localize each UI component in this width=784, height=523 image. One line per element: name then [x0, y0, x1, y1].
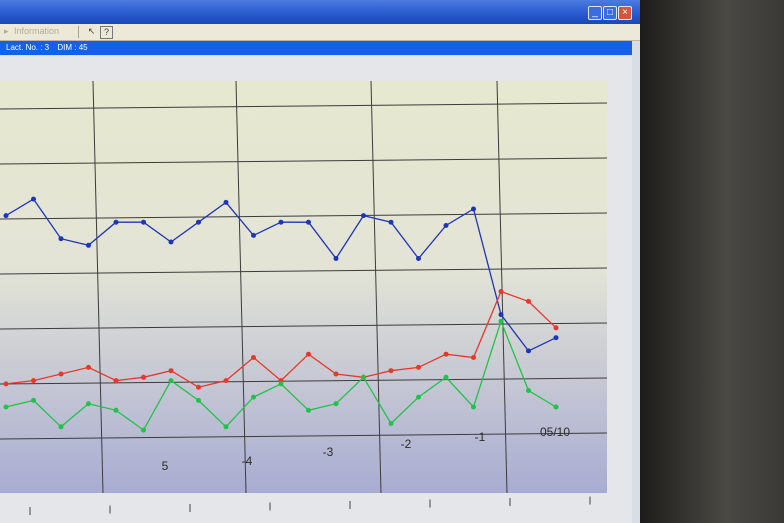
green-data-point [223, 424, 229, 430]
red-data-point [526, 298, 531, 304]
green-data-point [113, 407, 119, 413]
horizontal-gridline [0, 377, 608, 385]
green-data-point [31, 397, 36, 403]
blue-data-point [416, 256, 421, 261]
red-data-point [141, 374, 146, 380]
blue-data-point [113, 219, 119, 225]
green-data-point [526, 388, 531, 393]
blue-data-point [251, 232, 256, 238]
green-data-point [498, 318, 504, 324]
blue-data-point [361, 213, 366, 219]
red-data-point [31, 378, 36, 384]
horizontal-gridline [0, 157, 608, 165]
help-pointer-icon[interactable]: ↖ [87, 26, 96, 36]
blue-data-point [196, 219, 201, 225]
green-data-point [333, 401, 339, 407]
days-in-milk-label: DIM : 45 [57, 43, 88, 52]
green-data-point [141, 427, 146, 433]
green-data-point [168, 378, 174, 384]
blue-data-point [168, 239, 174, 245]
vertical-gridline [235, 80, 247, 494]
x-tick-label: -2 [401, 437, 412, 451]
blue-data-point [86, 242, 91, 248]
blue-data-point [223, 199, 229, 205]
green-data-point [196, 397, 201, 403]
green-data-point [416, 394, 421, 400]
red-data-point [223, 378, 229, 384]
green-data-point [306, 407, 311, 413]
close-button[interactable]: × [618, 6, 632, 20]
red-data-point [251, 355, 256, 360]
toolbar-information-item[interactable]: Information [14, 26, 60, 36]
blue-data-point [498, 312, 504, 318]
horizontal-gridline [0, 322, 608, 330]
green-data-point [251, 394, 256, 400]
x-tick-label: -3 [323, 445, 334, 459]
green-data-point [361, 374, 366, 380]
application-window: _ □ × ▸ Information ↖ ? Lact. No. : 3 DI… [0, 0, 640, 523]
red-data-point [471, 355, 476, 360]
x-tick-label: -4 [242, 454, 253, 468]
red-data-point [416, 364, 421, 370]
vertical-gridline [92, 80, 104, 494]
horizontal-gridline [0, 267, 608, 275]
red-data-point [113, 378, 119, 384]
blue-data-point [306, 219, 311, 225]
x-tick-label: -1 [475, 430, 486, 444]
red-data-point [553, 325, 559, 331]
blue-data-point [3, 213, 9, 219]
green-data-point [388, 421, 394, 426]
green-data-point [3, 404, 9, 410]
plot-area [0, 81, 607, 493]
red-data-point [333, 371, 339, 377]
red-data-point [306, 351, 311, 357]
green-data-point [278, 381, 284, 387]
help-icon[interactable]: ? [100, 26, 113, 39]
red-data-point [196, 384, 201, 390]
red-data-point [86, 364, 91, 370]
horizontal-gridline [0, 102, 608, 110]
red-data-point [168, 368, 174, 374]
title-bar: _ □ × [0, 0, 640, 24]
red-data-point [388, 368, 394, 374]
blue-data-point [278, 219, 284, 225]
green-data-point [443, 374, 449, 380]
blue-data-point [31, 196, 36, 202]
red-data-point [58, 371, 64, 377]
toolbar: ▸ Information ↖ ? [0, 24, 640, 41]
green-data-point [58, 424, 64, 430]
blue-data-point [58, 236, 64, 242]
green-data-point [471, 404, 476, 410]
toolbar-separator [78, 26, 79, 38]
vertical-gridline [496, 80, 508, 494]
maximize-button[interactable]: □ [603, 6, 617, 20]
green-data-point [86, 401, 91, 407]
monitor-bezel [640, 0, 784, 523]
line-chart: 5 -4 -3 -2 -1 05/10 [0, 80, 608, 515]
x-tick-label: 5 [162, 459, 169, 473]
green-data-point [553, 404, 559, 410]
blue-data-point [526, 348, 531, 354]
info-strip: Lact. No. : 3 DIM : 45 [0, 41, 632, 55]
minimize-button[interactable]: _ [588, 6, 602, 20]
blue-data-point [141, 219, 146, 225]
blue-data-point [553, 335, 559, 341]
vertical-gridline [370, 80, 382, 494]
horizontal-gridline [0, 212, 608, 220]
blue-data-point [333, 256, 339, 261]
red-data-point [443, 351, 449, 357]
red-data-point [3, 381, 9, 387]
blue-data-point [388, 219, 394, 225]
lactation-number-label: Lact. No. : 3 [6, 43, 50, 52]
blue-data-point [471, 206, 476, 212]
red-data-point [498, 289, 504, 294]
blue-data-point [443, 223, 449, 228]
chart-frame: 5 -4 -3 -2 -1 05/10 [0, 56, 632, 523]
x-tick-label: 05/10 [540, 425, 570, 439]
toolbar-arrow-icon: ▸ [4, 26, 9, 36]
